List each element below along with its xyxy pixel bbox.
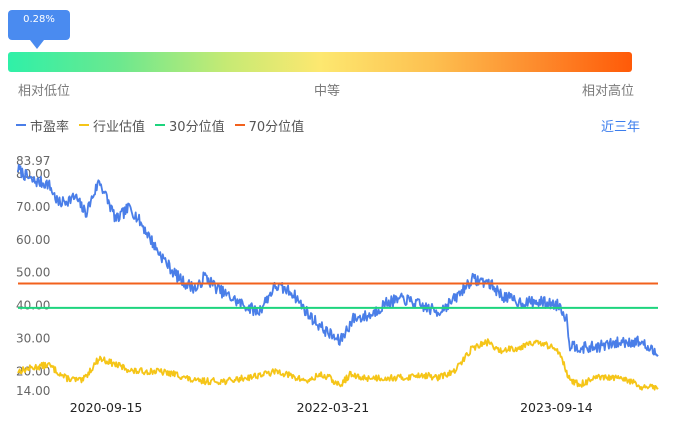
y-tick-label: 70.00 <box>16 200 50 214</box>
legend-item-p70[interactable]: 70分位值 <box>234 116 305 135</box>
legend-swatch-p30 <box>155 124 166 126</box>
x-tick-label: 2020-09-15 <box>70 400 143 415</box>
x-tick-label: 2023-09-14 <box>520 400 593 415</box>
y-tick-label: 83.97 <box>16 154 50 168</box>
series-line-industry <box>17 338 659 391</box>
x-tick-label: 2022-03-21 <box>297 400 370 415</box>
y-tick-label: 60.00 <box>16 233 50 247</box>
valuation-gauge-bar <box>8 52 632 72</box>
legend-label-p70: 70分位值 <box>248 119 305 135</box>
legend-label-industry: 行业估值 <box>93 119 146 135</box>
percentile-tooltip-value: 0.28% <box>23 14 55 25</box>
time-range-selector[interactable]: 近三年 <box>600 120 640 135</box>
tooltip-pointer <box>30 40 44 49</box>
y-tick-label: 40.00 <box>16 299 50 313</box>
legend-swatch-pe <box>16 124 26 126</box>
series-line-pe <box>17 164 659 357</box>
gauge-label-high: 相对高位 <box>582 84 635 99</box>
legend-label-pe: 市盈率 <box>30 119 70 135</box>
pe-chart: 83.9780.0070.0060.0050.0040.0030.0020.00… <box>16 154 659 415</box>
legend-item-p30[interactable]: 30分位值 <box>155 116 225 135</box>
y-tick-label: 14.00 <box>16 384 50 398</box>
y-tick-label: 50.00 <box>16 266 50 280</box>
y-tick-label: 30.00 <box>16 331 50 345</box>
legend-item-pe[interactable]: 市盈率 <box>16 116 69 135</box>
legend-swatch-p70 <box>234 124 245 126</box>
percentile-tooltip: 0.28% <box>8 10 70 40</box>
gauge-label-low: 相对低位 <box>18 84 71 99</box>
legend-label-p30: 30分位值 <box>169 119 225 135</box>
legend-item-industry[interactable]: 行业估值 <box>79 116 145 135</box>
chart-legend: 市盈率 行业估值 30分位值 70分位值 <box>16 116 314 135</box>
legend-swatch-industry <box>79 124 90 126</box>
gauge-label-mid: 中等 <box>314 84 341 99</box>
